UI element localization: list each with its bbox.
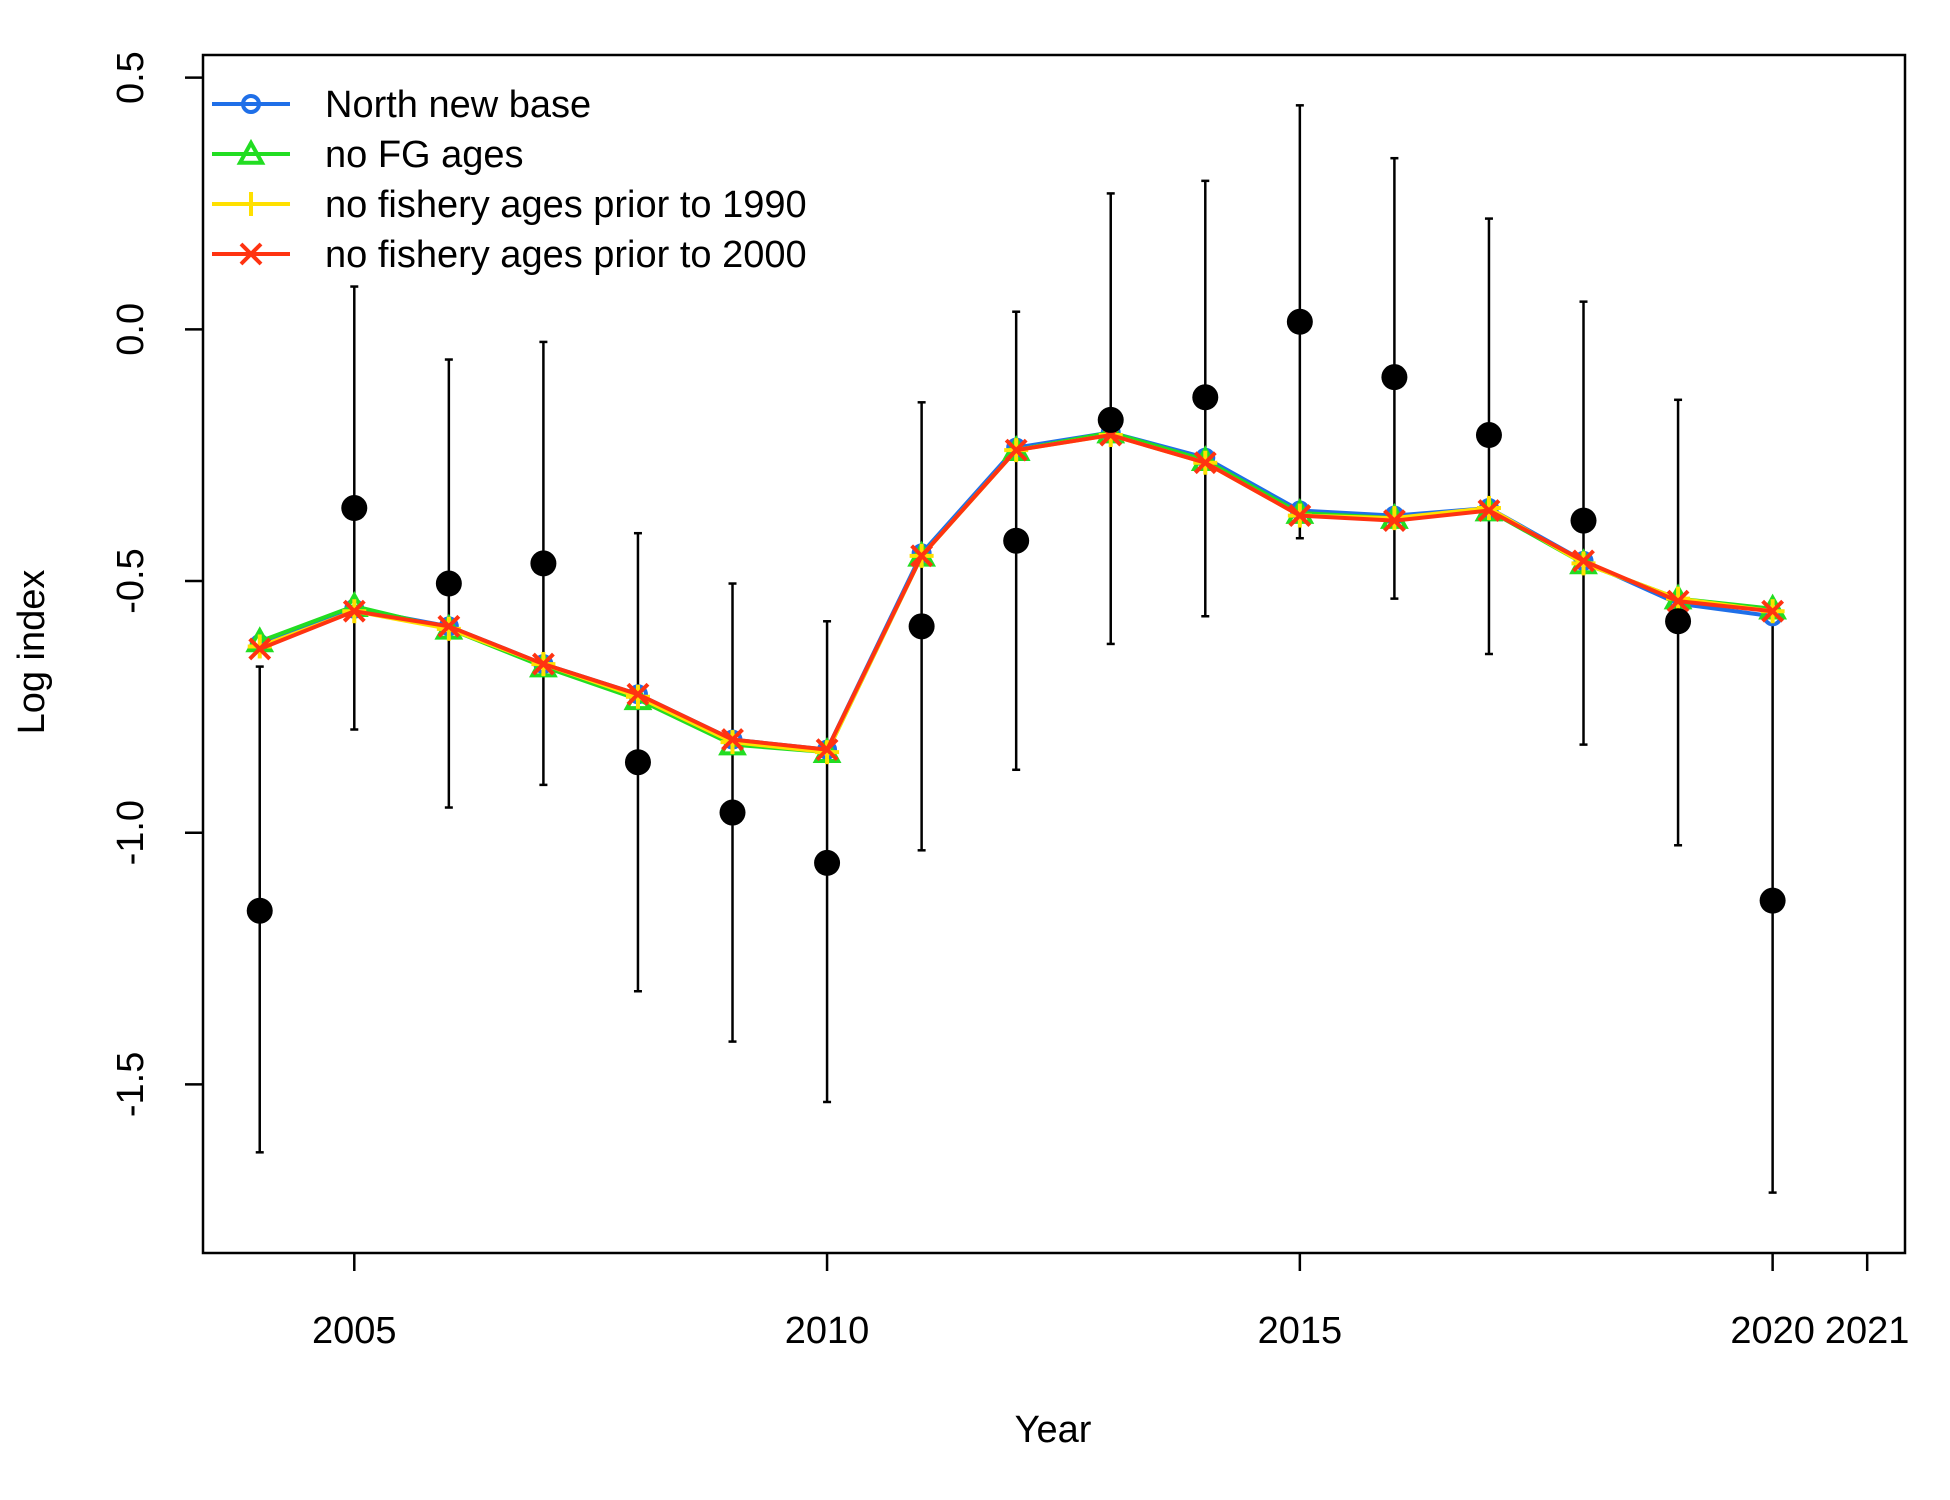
legend-item: no FG ages <box>212 134 524 176</box>
y-axis: 0.5 0.0 -0.5 -1.0 -1.5 <box>110 51 203 1117</box>
series-point <box>721 728 744 751</box>
series-point <box>1004 438 1028 462</box>
series-point-b <box>1666 589 1690 613</box>
y-tick-label: 0.0 <box>110 303 152 356</box>
series-4 <box>248 423 1785 762</box>
series-point-b <box>721 728 744 751</box>
series-point <box>910 544 934 568</box>
series-point <box>1761 599 1785 623</box>
series-point-b <box>626 682 650 706</box>
series-point-b <box>910 544 934 568</box>
x-tick-label: 2021 <box>1825 1310 1910 1352</box>
series-point-b <box>1288 504 1312 527</box>
observed-point <box>814 849 841 876</box>
observed-point <box>341 495 368 522</box>
y-tick-label: 0.5 <box>110 51 152 104</box>
plot-frame <box>201 53 1907 1255</box>
x-tick-label: 2020 <box>1730 1310 1815 1352</box>
x-axis: 2005 2010 2015 2020 2021 <box>312 1253 1909 1352</box>
series-point <box>815 738 839 762</box>
x-tick-label: 2005 <box>312 1310 397 1352</box>
series-point <box>1382 509 1406 533</box>
series-point <box>342 599 366 623</box>
legend-label: no FG ages <box>325 134 524 176</box>
observed-point <box>1286 308 1313 335</box>
observed-point <box>1381 364 1408 391</box>
series-point <box>1477 499 1501 522</box>
legend-label: no fishery ages prior to 1990 <box>325 184 807 226</box>
x-tick-label: 2015 <box>1258 1310 1343 1352</box>
series-point-b <box>1193 451 1217 475</box>
legend-marker-b <box>239 242 263 266</box>
legend-marker <box>239 242 263 266</box>
series-point <box>531 652 555 676</box>
series-point-b <box>1572 549 1595 573</box>
observed-point <box>530 550 557 577</box>
series-point <box>248 637 272 661</box>
observed-point <box>1475 422 1502 449</box>
series-point-b <box>1004 438 1028 462</box>
series-point-b <box>1761 599 1785 623</box>
y-tick-label: -1.0 <box>110 800 152 865</box>
observed-point <box>1097 406 1124 433</box>
y-tick-label: -0.5 <box>110 548 152 613</box>
observed-point <box>624 749 651 776</box>
series-point-b <box>437 614 461 638</box>
observed-point <box>246 897 273 924</box>
observed-point <box>1570 507 1597 534</box>
legend-marker <box>239 192 263 216</box>
observed-point <box>1665 608 1692 635</box>
observed-point <box>435 570 462 597</box>
series-point-b <box>248 637 272 661</box>
observed-points <box>246 308 1786 924</box>
observed-point <box>1759 887 1786 914</box>
legend-label: North new base <box>325 84 591 126</box>
legend-marker <box>236 138 266 165</box>
series-point <box>437 614 461 638</box>
legend-marker <box>241 94 261 114</box>
legend: North new base no FG ages no fishery ages … <box>212 84 807 276</box>
observed-point <box>1192 384 1219 411</box>
series-point <box>1193 451 1217 475</box>
series-point-b <box>531 652 555 676</box>
series-point-b <box>1382 509 1406 533</box>
x-axis-title: Year <box>1015 1409 1092 1451</box>
legend-item: no fishery ages prior to 2000 <box>212 234 807 276</box>
y-tick-label: -1.5 <box>110 1052 152 1117</box>
series-point-b <box>1477 499 1501 522</box>
series-point <box>1572 549 1595 573</box>
series-lines <box>245 417 1788 765</box>
legend-label: no fishery ages prior to 2000 <box>325 234 807 276</box>
series-point <box>626 682 650 706</box>
series-point-b <box>815 738 839 762</box>
series-point <box>1288 504 1312 527</box>
observed-point <box>908 613 935 640</box>
legend-item: North new base <box>212 84 591 126</box>
observed-point <box>1003 527 1030 554</box>
y-axis-title: Log index <box>11 570 53 735</box>
legend-item: no fishery ages prior to 1990 <box>212 184 807 226</box>
observed-point <box>719 799 746 826</box>
series-point <box>1666 589 1690 613</box>
series-point-b <box>342 599 366 623</box>
x-tick-label: 2010 <box>785 1310 870 1352</box>
